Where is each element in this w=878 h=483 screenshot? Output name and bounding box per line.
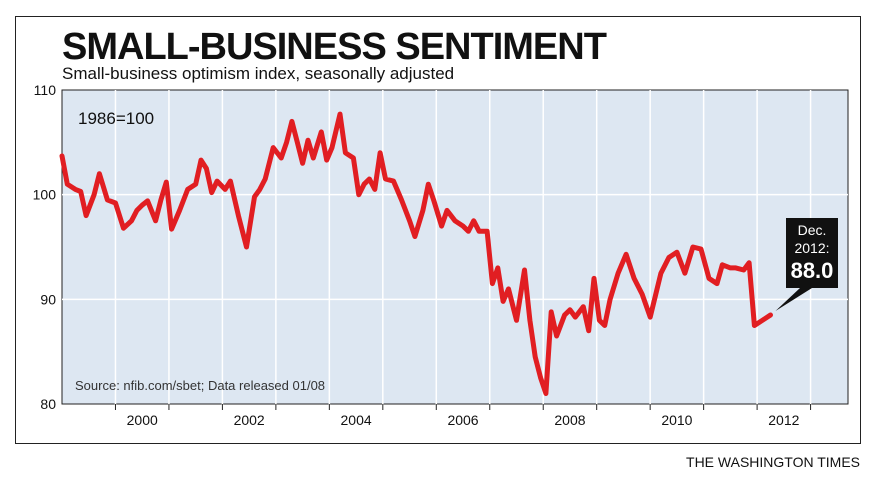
callout-year: 2012: xyxy=(794,240,829,256)
chart-title: SMALL-BUSINESS SENTIMENT xyxy=(62,26,607,68)
x-tick-label: 2002 xyxy=(234,412,265,428)
base-year-note: 1986=100 xyxy=(78,109,154,128)
x-tick-label: 2012 xyxy=(768,412,799,428)
callout-value: 88.0 xyxy=(791,258,834,283)
y-tick-label: 80 xyxy=(40,396,56,412)
axis-ticks: 80 90 100 110 2000 2002 2004 2006 2008 2010 2012 xyxy=(33,82,812,428)
series-line xyxy=(59,111,773,396)
callout-month: Dec. xyxy=(798,222,827,238)
y-tick-label: 90 xyxy=(40,291,56,307)
callout-box xyxy=(775,218,838,312)
publisher-credit: THE WASHINGTON TIMES xyxy=(686,454,860,470)
x-tick-label: 2004 xyxy=(341,412,372,428)
y-tick-label: 110 xyxy=(34,82,57,98)
x-tick-label: 2000 xyxy=(127,412,158,428)
chart-subtitle: Small-business optimism index, seasonall… xyxy=(62,64,455,83)
latest-value-callout: Dec. 2012: 88.0 xyxy=(775,218,838,312)
x-tick-label: 2010 xyxy=(661,412,692,428)
x-tick-label: 2006 xyxy=(447,412,478,428)
x-tick-label: 2008 xyxy=(554,412,585,428)
y-tick-label: 100 xyxy=(33,187,57,203)
source-note: Source: nfib.com/sbet; Data released 01/… xyxy=(75,378,325,393)
plot-area xyxy=(61,89,849,405)
